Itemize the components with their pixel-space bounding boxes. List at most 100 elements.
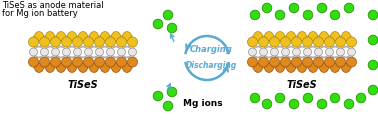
Circle shape	[291, 57, 302, 67]
Circle shape	[287, 64, 295, 72]
Circle shape	[330, 93, 340, 103]
Circle shape	[336, 37, 345, 47]
Circle shape	[57, 64, 65, 72]
Circle shape	[40, 48, 48, 56]
Circle shape	[62, 37, 71, 47]
Circle shape	[127, 37, 138, 47]
Circle shape	[79, 64, 87, 72]
Circle shape	[163, 10, 173, 20]
Circle shape	[116, 37, 127, 47]
Circle shape	[250, 93, 260, 103]
Circle shape	[270, 57, 279, 67]
Circle shape	[293, 48, 301, 56]
Circle shape	[101, 64, 109, 72]
Circle shape	[347, 57, 356, 67]
Circle shape	[248, 57, 257, 67]
Circle shape	[275, 93, 285, 103]
Circle shape	[317, 3, 327, 13]
Circle shape	[112, 64, 121, 72]
Circle shape	[342, 64, 350, 72]
Circle shape	[167, 87, 177, 97]
Circle shape	[153, 91, 163, 101]
Circle shape	[314, 48, 322, 56]
Circle shape	[304, 48, 311, 56]
Text: TiSeS: TiSeS	[287, 80, 317, 90]
Circle shape	[265, 64, 273, 72]
Circle shape	[127, 57, 138, 67]
Circle shape	[336, 57, 345, 67]
Circle shape	[122, 32, 132, 40]
Circle shape	[51, 37, 60, 47]
Circle shape	[356, 93, 366, 103]
Circle shape	[303, 93, 313, 103]
Circle shape	[116, 57, 127, 67]
Text: TiSeS: TiSeS	[68, 80, 98, 90]
Circle shape	[153, 19, 163, 29]
Circle shape	[129, 48, 136, 56]
Circle shape	[122, 64, 132, 72]
Circle shape	[282, 48, 290, 56]
Circle shape	[270, 37, 279, 47]
Circle shape	[317, 99, 327, 109]
Circle shape	[73, 48, 82, 56]
Circle shape	[39, 57, 50, 67]
Circle shape	[265, 32, 273, 40]
Circle shape	[280, 57, 291, 67]
Circle shape	[289, 3, 299, 13]
Circle shape	[46, 32, 54, 40]
Circle shape	[287, 32, 295, 40]
Circle shape	[94, 57, 104, 67]
Circle shape	[289, 99, 299, 109]
Circle shape	[308, 64, 318, 72]
Circle shape	[308, 32, 318, 40]
Circle shape	[254, 64, 262, 72]
Circle shape	[39, 37, 50, 47]
Circle shape	[94, 37, 104, 47]
Circle shape	[313, 57, 324, 67]
Circle shape	[347, 37, 356, 47]
Circle shape	[297, 32, 307, 40]
Circle shape	[35, 32, 43, 40]
Circle shape	[262, 99, 272, 109]
Circle shape	[73, 57, 82, 67]
Circle shape	[331, 32, 339, 40]
Text: TiSeS as anode material: TiSeS as anode material	[2, 1, 104, 10]
Circle shape	[320, 32, 328, 40]
Text: Charging: Charging	[190, 45, 232, 54]
Circle shape	[73, 37, 82, 47]
Circle shape	[271, 48, 279, 56]
Circle shape	[28, 37, 39, 47]
Circle shape	[324, 57, 335, 67]
Circle shape	[259, 37, 268, 47]
Circle shape	[29, 48, 37, 56]
Circle shape	[68, 64, 76, 72]
Circle shape	[330, 10, 340, 20]
Circle shape	[90, 32, 98, 40]
Circle shape	[46, 64, 54, 72]
Circle shape	[35, 64, 43, 72]
Circle shape	[28, 57, 39, 67]
Circle shape	[118, 48, 125, 56]
Circle shape	[259, 57, 268, 67]
Circle shape	[331, 64, 339, 72]
Circle shape	[105, 37, 116, 47]
Circle shape	[276, 32, 284, 40]
Circle shape	[90, 64, 98, 72]
Circle shape	[347, 48, 355, 56]
Circle shape	[276, 64, 284, 72]
Circle shape	[368, 35, 378, 45]
Circle shape	[275, 10, 285, 20]
Circle shape	[344, 3, 354, 13]
Circle shape	[107, 48, 115, 56]
Text: Mg ions: Mg ions	[183, 99, 223, 108]
Text: Discharging: Discharging	[185, 60, 237, 69]
Circle shape	[280, 37, 291, 47]
Circle shape	[344, 99, 354, 109]
Circle shape	[248, 48, 257, 56]
Circle shape	[368, 60, 378, 70]
Circle shape	[57, 32, 65, 40]
Circle shape	[291, 37, 302, 47]
Circle shape	[320, 64, 328, 72]
Circle shape	[51, 48, 59, 56]
Circle shape	[368, 10, 378, 20]
